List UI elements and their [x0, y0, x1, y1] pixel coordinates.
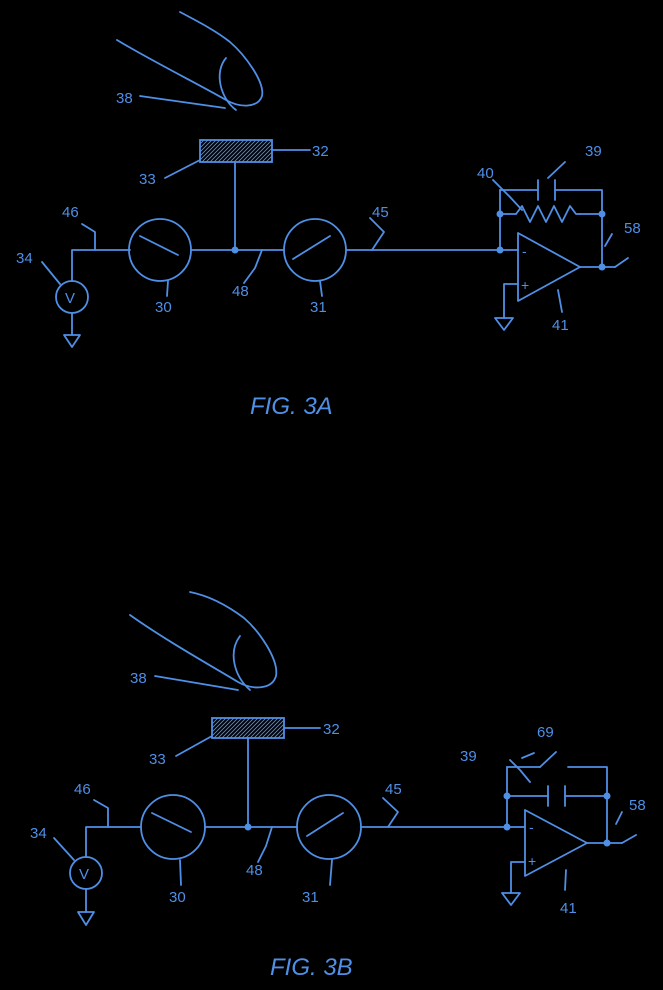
ground-icon: [502, 893, 520, 905]
switch-31-3a: [284, 219, 346, 281]
junction-dot: [497, 211, 504, 218]
ground-icon: [78, 912, 94, 925]
junction-dot: [504, 793, 511, 800]
fig-3b: V - +: [30, 592, 646, 981]
capacitor-39-3a: [538, 180, 555, 200]
capacitor-39-3b: [548, 786, 565, 806]
label-30-3b: 30: [169, 889, 186, 906]
figure-caption-3b: FIG. 3B: [270, 954, 353, 981]
label-31-3a: 31: [310, 299, 327, 316]
switch-30-3a: [129, 219, 191, 281]
opamp-minus-3b: -: [529, 819, 534, 835]
label-39-3a: 39: [585, 143, 602, 160]
label-38-3b: 38: [130, 670, 147, 687]
label-39-3b: 39: [460, 748, 477, 765]
junction-dot: [604, 840, 611, 847]
label-58-3b: 58: [629, 797, 646, 814]
figure-caption-3a: FIG. 3A: [250, 393, 333, 420]
switch-31-3b: [297, 795, 361, 859]
junction-dot: [245, 824, 252, 831]
label-32-3a: 32: [312, 143, 329, 160]
fig-3a: V - +: [16, 12, 641, 420]
label-30-3a: 30: [155, 299, 172, 316]
touch-pad-3b: [212, 718, 284, 738]
label-45-3b: 45: [385, 781, 402, 798]
label-32-3b: 32: [323, 721, 340, 738]
ground-icon: [495, 318, 513, 330]
label-48-3b: 48: [246, 862, 263, 879]
label-33-3a: 33: [139, 171, 156, 188]
label-69-3b: 69: [537, 724, 554, 741]
finger-3a: [117, 12, 262, 110]
label-38-3a: 38: [116, 90, 133, 107]
voltage-symbol-3a: V: [65, 290, 75, 307]
opamp-plus-3b: +: [528, 853, 536, 869]
label-41-3b: 41: [560, 900, 577, 917]
voltage-symbol-3b: V: [79, 866, 89, 883]
label-40-3a: 40: [477, 165, 494, 182]
label-46-3a: 46: [62, 204, 79, 221]
opamp-plus-3a: +: [521, 277, 529, 293]
resistor-40-3a: [516, 206, 580, 222]
junction-dot: [232, 247, 239, 254]
label-34-3a: 34: [16, 250, 33, 267]
label-46-3b: 46: [74, 781, 91, 798]
junction-dot: [599, 264, 606, 271]
label-33-3b: 33: [149, 751, 166, 768]
junction-dot: [504, 824, 511, 831]
label-31-3b: 31: [302, 889, 319, 906]
junction-dot: [599, 211, 606, 218]
switch-30-3b: [141, 795, 205, 859]
opamp-minus-3a: -: [522, 243, 527, 259]
junction-dot: [497, 247, 504, 254]
ground-icon: [64, 335, 80, 347]
junction-dot: [604, 793, 611, 800]
label-41-3a: 41: [552, 317, 569, 334]
label-58-3a: 58: [624, 220, 641, 237]
finger-3b: [130, 592, 276, 690]
label-34-3b: 34: [30, 825, 47, 842]
label-45-3a: 45: [372, 204, 389, 221]
label-48-3a: 48: [232, 283, 249, 300]
touch-pad-3a: [200, 140, 272, 162]
